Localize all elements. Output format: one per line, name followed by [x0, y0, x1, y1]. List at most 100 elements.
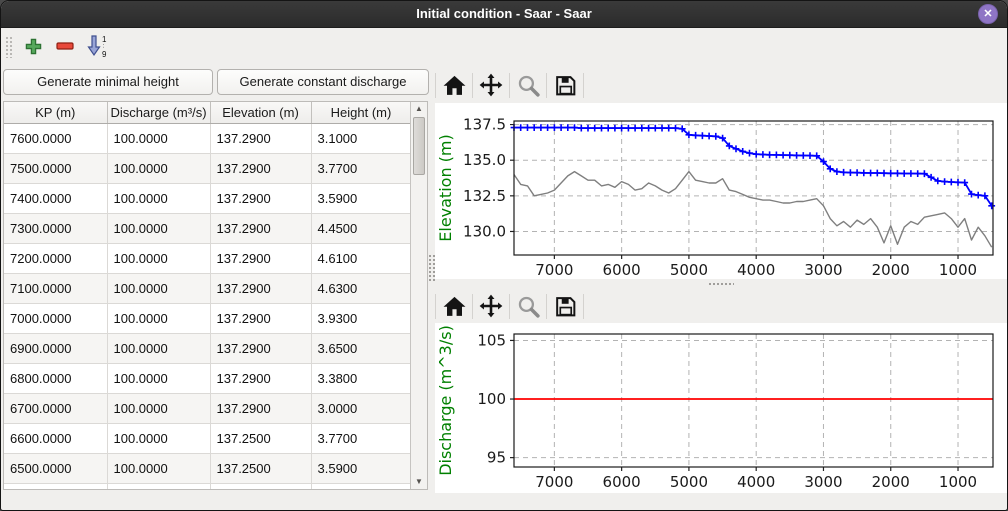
toolbar-grip-icon[interactable]	[5, 36, 13, 58]
table-cell[interactable]: 6700.0000	[4, 393, 108, 424]
column-header[interactable]: KP (m)	[4, 102, 108, 124]
table-cell[interactable]: 7200.0000	[4, 243, 108, 274]
pan-button[interactable]	[473, 70, 509, 100]
table-cell[interactable]: 137.2900	[210, 333, 312, 364]
table-cell[interactable]: 100.0000	[107, 423, 211, 454]
column-header[interactable]: Height (m)	[311, 102, 412, 124]
table-cell[interactable]: 3.6500	[311, 333, 412, 364]
column-header[interactable]: Discharge (m³/s)	[107, 102, 211, 124]
y-tick-label: 137.5	[463, 116, 506, 134]
scroll-down-icon[interactable]: ▼	[415, 477, 423, 486]
generate-minimal-height-button[interactable]: Generate minimal height	[3, 69, 213, 95]
table-cell[interactable]: 100.0000	[107, 123, 211, 154]
table-row: 6800.0000 100.0000 137.2900 3.3800	[4, 363, 412, 394]
table-cell[interactable]: 100.0000	[107, 153, 211, 184]
add-row-button[interactable]	[19, 32, 47, 60]
svg-text::: :	[103, 44, 105, 50]
table-cell[interactable]: 4.6300	[311, 273, 412, 304]
table-cell[interactable]: 137.2900	[210, 213, 312, 244]
table-cell[interactable]: 6800.0000	[4, 363, 108, 394]
table-cell[interactable]: 100.0000	[107, 273, 211, 304]
table-cell[interactable]: 137.2900	[210, 153, 312, 184]
save-icon	[555, 296, 575, 316]
series-line	[513, 170, 993, 248]
zoom-button[interactable]	[510, 291, 546, 321]
column-header[interactable]: Elevation (m)	[210, 102, 312, 124]
save-button[interactable]	[547, 291, 583, 321]
initial-condition-table: KP (m) Discharge (m³/s) Elevation (m) Heigh…	[3, 101, 428, 490]
scroll-up-icon[interactable]: ▲	[415, 104, 423, 113]
table-cell[interactable]: 137.2900	[210, 363, 312, 394]
chart-splitter[interactable]	[435, 279, 1007, 289]
table-cell[interactable]: 100.0000	[107, 183, 211, 214]
window-title: Initial condition - Saar - Saar	[416, 6, 592, 21]
table-cell[interactable]: 137.2900	[210, 123, 312, 154]
table-cell[interactable]: 100.0000	[107, 243, 211, 274]
table-cell[interactable]: 100.0000	[107, 453, 211, 484]
titlebar[interactable]: Initial condition - Saar - Saar ✕	[1, 1, 1007, 28]
table-cell[interactable]: 7600.0000	[4, 123, 108, 154]
elevation-chart[interactable]: 7000 6000 5000 4000 3000 2000 1000 137.5 135.0 13…	[435, 103, 1007, 279]
pan-button[interactable]	[473, 291, 509, 321]
table-cell[interactable]: 3.1000	[311, 123, 412, 154]
table-cell[interactable]: 7300.0000	[4, 213, 108, 244]
table-cell[interactable]: 100.0000	[107, 303, 211, 334]
series-markers	[510, 124, 996, 210]
table-cell[interactable]: 7400.0000	[4, 183, 108, 214]
table-cell[interactable]: 137.2900	[210, 243, 312, 274]
table-cell[interactable]: 6600.0000	[4, 423, 108, 454]
table-cell[interactable]: 137.2900	[210, 303, 312, 334]
table-scrollbar[interactable]: ▲ ▼	[410, 102, 427, 489]
discharge-chart[interactable]: 7000 6000 5000 4000 3000 2000 1000 105 100 95 Disc…	[435, 323, 1007, 493]
table-cell[interactable]: 3.3800	[311, 363, 412, 394]
table-cell[interactable]	[311, 483, 412, 489]
table-cell[interactable]: 4.6100	[311, 243, 412, 274]
table-cell[interactable]: 3.5900	[311, 183, 412, 214]
zoom-button[interactable]	[510, 70, 546, 100]
generate-constant-discharge-button[interactable]: Generate constant discharge	[217, 69, 429, 95]
table-cell[interactable]: 137.2900	[210, 273, 312, 304]
table-row-partial	[4, 483, 412, 489]
y-tick-label: 132.5	[463, 187, 506, 205]
table-cell[interactable]: 6500.0000	[4, 453, 108, 484]
home-icon	[443, 75, 465, 95]
y-tick-label: 95	[487, 449, 506, 467]
table-row: 6500.0000 100.0000 137.2500 3.5900	[4, 453, 412, 484]
table-cell[interactable]	[210, 483, 312, 489]
table-cell[interactable]: 137.2500	[210, 453, 312, 484]
home-button[interactable]	[436, 70, 472, 100]
home-button[interactable]	[436, 291, 472, 321]
table-cell[interactable]: 3.9300	[311, 303, 412, 334]
x-tick-label: 5000	[670, 473, 708, 491]
table-cell[interactable]: 7100.0000	[4, 273, 108, 304]
table-cell[interactable]: 3.7700	[311, 153, 412, 184]
panel-splitter[interactable]	[428, 254, 435, 282]
table-cell[interactable]	[107, 483, 211, 489]
scrollbar-thumb[interactable]	[413, 117, 425, 175]
delete-row-icon	[56, 42, 74, 50]
table-cell[interactable]: 7000.0000	[4, 303, 108, 334]
close-button[interactable]: ✕	[978, 4, 998, 24]
table-cell[interactable]: 137.2900	[210, 393, 312, 424]
table-cell[interactable]: 100.0000	[107, 213, 211, 244]
table-cell[interactable]: 100.0000	[107, 393, 211, 424]
table-cell[interactable]: 137.2900	[210, 183, 312, 214]
table-cell[interactable]: 4.4500	[311, 213, 412, 244]
table-cell[interactable]	[4, 483, 108, 489]
table-cell[interactable]: 100.0000	[107, 333, 211, 364]
table-cell[interactable]: 137.2500	[210, 423, 312, 454]
table-cell[interactable]: 3.5900	[311, 453, 412, 484]
save-icon	[555, 75, 575, 95]
table-cell[interactable]: 7500.0000	[4, 153, 108, 184]
zoom-icon	[518, 75, 540, 97]
delete-row-button[interactable]	[51, 32, 79, 60]
table-cell[interactable]: 3.7700	[311, 423, 412, 454]
table-row: 6900.0000 100.0000 137.2900 3.6500	[4, 333, 412, 364]
table-body: 7600.0000 100.0000 137.2900 3.1000 7500.0000…	[4, 123, 412, 489]
table-cell[interactable]: 3.0000	[311, 393, 412, 424]
y-axis-label: Discharge (m^3/s)	[436, 325, 455, 476]
sort-rows-button[interactable]: 1 : 9	[86, 32, 110, 60]
save-button[interactable]	[547, 70, 583, 100]
table-cell[interactable]: 6900.0000	[4, 333, 108, 364]
table-cell[interactable]: 100.0000	[107, 363, 211, 394]
